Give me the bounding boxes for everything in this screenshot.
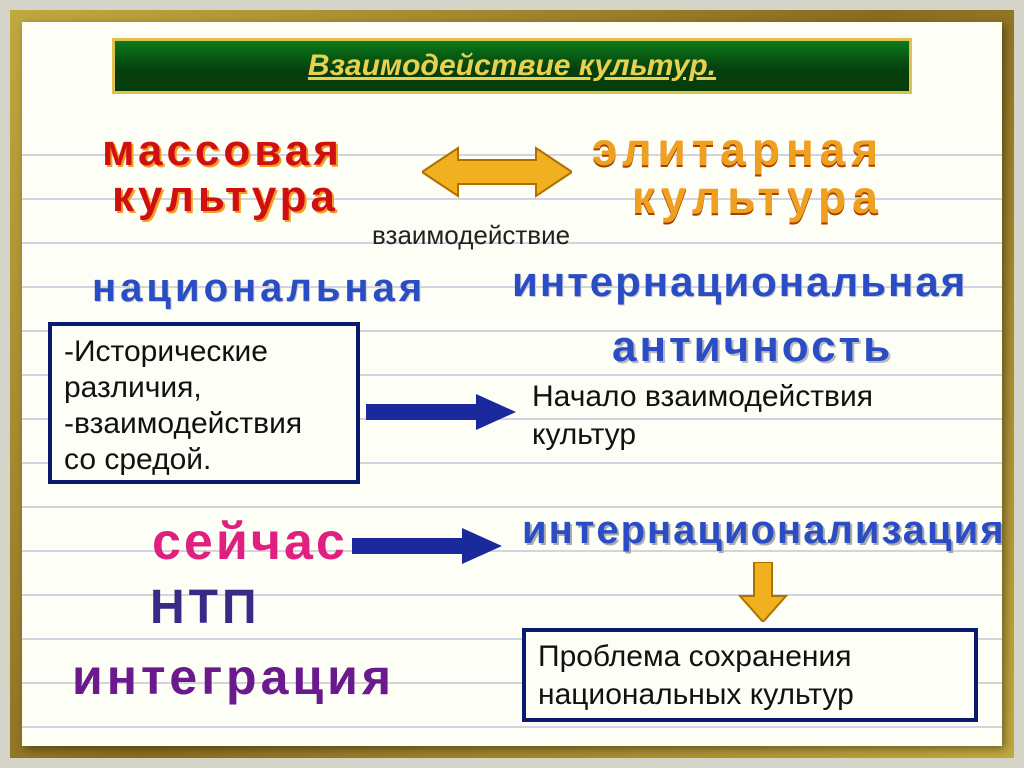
- wordart-ntp: НТП: [150, 580, 260, 635]
- title-bar: Взаимодействие культур.: [112, 38, 912, 94]
- box1-line: со средой.: [64, 442, 344, 478]
- box2-line: национальных культур: [538, 676, 962, 714]
- slide-frame: Взаимодействие культур. массовая культур…: [10, 10, 1014, 758]
- wordart-elite-line2: культура: [632, 170, 884, 224]
- wordart-integration: интеграция: [72, 648, 395, 706]
- wordart-mass-line1: массовая: [102, 126, 343, 176]
- interaction-label: взаимодействие: [372, 220, 570, 251]
- paper-background: Взаимодействие культур. массовая культур…: [22, 22, 1002, 746]
- arrow-right-icon: [352, 526, 502, 566]
- box1-line: различия,: [64, 370, 344, 406]
- wordart-antiquity: античность: [612, 322, 893, 372]
- start-interaction-label: Начало взаимодействия культур: [532, 378, 952, 453]
- arrow-right-icon: [366, 392, 516, 432]
- wordart-elite-line1: элитарная: [592, 122, 884, 176]
- box1-line: -Исторические: [64, 334, 344, 370]
- wordart-internationalization: интернационализация: [522, 508, 1002, 553]
- wordart-mass-line2: культура: [112, 172, 339, 222]
- wordart-international: интернациональная: [512, 258, 967, 306]
- box1-line: -взаимодействия: [64, 406, 344, 442]
- double-arrow-icon: [422, 144, 572, 200]
- wordart-now: сейчас: [152, 512, 348, 572]
- box-problem: Проблема сохранения национальных культур: [522, 628, 978, 722]
- title-text: Взаимодействие культур.: [308, 49, 716, 83]
- arrow-down-icon: [738, 562, 788, 622]
- box-historical: -Исторические различия, -взаимодействия …: [48, 322, 360, 484]
- box2-line: Проблема сохранения: [538, 638, 962, 676]
- wordart-national: национальная: [92, 266, 426, 311]
